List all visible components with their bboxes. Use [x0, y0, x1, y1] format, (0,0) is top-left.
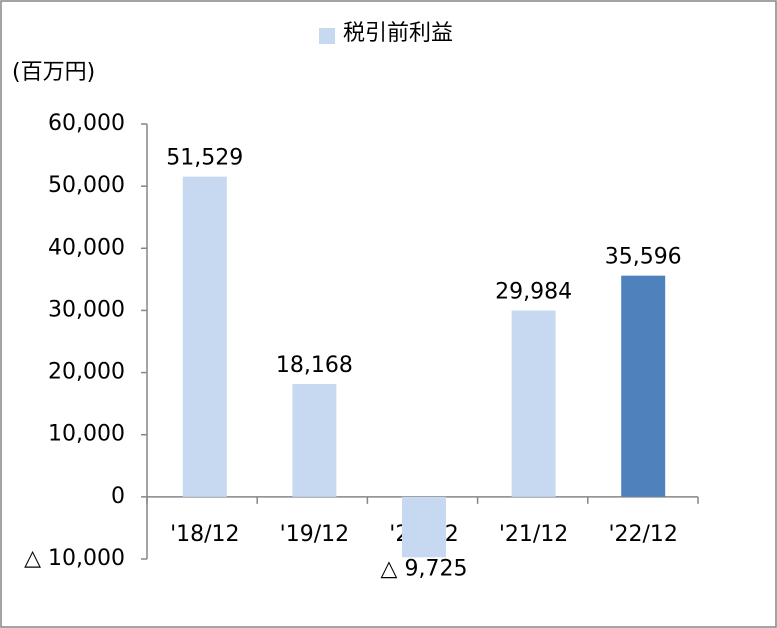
- x-tick-label: '22/12: [608, 522, 677, 547]
- data-label: 18,168: [276, 353, 353, 378]
- bar: [511, 310, 556, 497]
- y-tick-label: △ 10,000: [24, 546, 125, 571]
- legend-swatch: [319, 28, 335, 44]
- bar: [621, 275, 666, 497]
- y-tick-label: 10,000: [48, 422, 125, 447]
- legend-label: 税引前利益: [343, 21, 453, 46]
- x-tick-label: '21/12: [499, 522, 568, 547]
- y-tick-label: 60,000: [48, 111, 125, 136]
- y-axis-unit: (百万円): [12, 60, 95, 85]
- y-tick-label: 30,000: [48, 297, 125, 322]
- bar: [402, 496, 446, 558]
- data-label: 29,984: [495, 280, 572, 305]
- data-label: △ 9,725: [381, 556, 468, 581]
- y-tick-label: 40,000: [48, 235, 125, 260]
- bar: [182, 176, 227, 497]
- y-tick-label: 50,000: [48, 173, 125, 198]
- y-tick-label: 0: [111, 484, 125, 509]
- x-tick-label: '18/12: [170, 522, 239, 547]
- x-tick-label: '19/12: [280, 522, 349, 547]
- bar: [292, 383, 337, 497]
- data-label: 51,529: [166, 146, 243, 171]
- y-tick-label: 20,000: [48, 360, 125, 385]
- data-label: 35,596: [605, 245, 682, 270]
